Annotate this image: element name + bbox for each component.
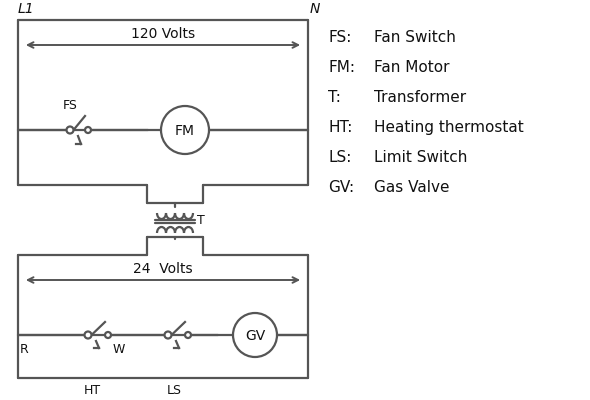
Circle shape [185, 332, 191, 338]
Text: HT: HT [83, 384, 100, 397]
Text: 24  Volts: 24 Volts [133, 262, 193, 276]
Text: W: W [113, 343, 125, 356]
Text: HT:: HT: [328, 120, 352, 135]
Text: FS: FS [63, 99, 77, 112]
Text: T:: T: [328, 90, 341, 105]
Text: R: R [20, 343, 29, 356]
Text: L1: L1 [18, 2, 35, 16]
Text: Gas Valve: Gas Valve [374, 180, 450, 195]
Circle shape [85, 127, 91, 133]
Text: Fan Motor: Fan Motor [374, 60, 450, 75]
Text: FM:: FM: [328, 60, 355, 75]
Circle shape [233, 313, 277, 357]
Circle shape [67, 126, 74, 134]
Circle shape [84, 332, 91, 338]
Circle shape [105, 332, 111, 338]
Text: N: N [310, 2, 320, 16]
Text: Fan Switch: Fan Switch [374, 30, 456, 45]
Text: 120 Volts: 120 Volts [131, 27, 195, 41]
Text: GV: GV [245, 329, 265, 343]
Text: Limit Switch: Limit Switch [374, 150, 467, 165]
Text: LS: LS [166, 384, 182, 397]
Text: Heating thermostat: Heating thermostat [374, 120, 524, 135]
Text: FM: FM [175, 124, 195, 138]
Text: FS:: FS: [328, 30, 352, 45]
Text: T: T [197, 214, 205, 228]
Text: Transformer: Transformer [374, 90, 466, 105]
Circle shape [161, 106, 209, 154]
Circle shape [165, 332, 172, 338]
Text: LS:: LS: [328, 150, 352, 165]
Text: GV:: GV: [328, 180, 354, 195]
